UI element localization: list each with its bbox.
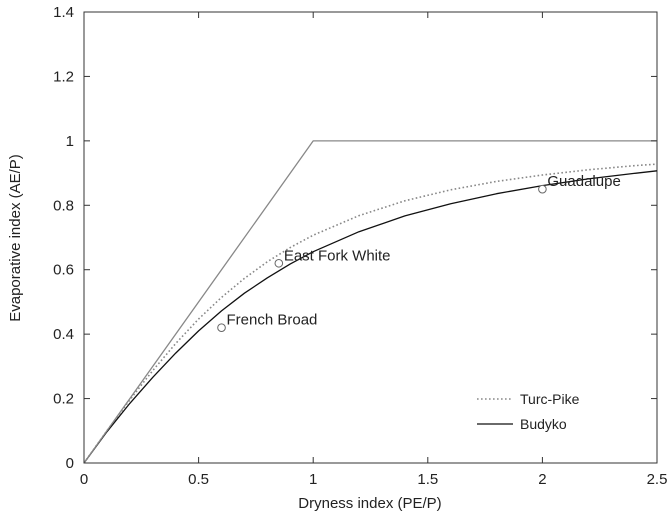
- y-tick-label: 0.2: [53, 391, 74, 408]
- x-tick-label: 2.5: [647, 471, 668, 488]
- data-point-label-east-fork-white: East Fork White: [284, 247, 391, 264]
- legend: Turc-Pike Budyko: [477, 391, 580, 432]
- x-axis-title: Dryness index (PE/P): [298, 495, 441, 512]
- energy-water-limit-line: [83, 140, 657, 464]
- data-point-east-fork-white: [274, 258, 284, 268]
- x-tick-label: 0.5: [188, 471, 209, 488]
- budyko-line: [83, 170, 658, 464]
- ticks-layer: 0 0.5 1 1.5 2 2.5 0 0.2 0.4 0.6 0.8 1 1.2 1.4: [53, 4, 667, 488]
- x-tick-label: 2: [538, 471, 546, 488]
- y-tick-label: 1.2: [53, 68, 74, 85]
- data-point-label-french-broad: French Broad: [227, 312, 318, 329]
- turc-pike-line: [83, 163, 658, 464]
- x-tick-label: 1: [309, 471, 317, 488]
- data-point-label-guadalupe: Guadalupe: [547, 173, 620, 190]
- data-point-guadalupe: [538, 184, 547, 194]
- legend-label-budyko: Budyko: [520, 416, 567, 432]
- y-tick-label: 0.6: [53, 262, 74, 279]
- y-tick-label: 1: [66, 133, 74, 150]
- plot-frame: [83, 11, 658, 464]
- y-tick-label: 1.4: [53, 4, 74, 21]
- y-axis-title: Evaporative index (AE/P): [7, 154, 24, 322]
- y-tick-label: 0.8: [53, 197, 74, 214]
- legend-label-turc-pike: Turc-Pike: [520, 391, 580, 407]
- y-tick-label: 0.4: [53, 326, 74, 343]
- y-tick-label: 0: [66, 455, 74, 472]
- data-point-french-broad: [217, 323, 226, 333]
- x-tick-label: 1.5: [417, 471, 438, 488]
- x-tick-label: 0: [80, 471, 88, 488]
- points-layer: French Broad East Fork White Guadalupe: [217, 173, 621, 333]
